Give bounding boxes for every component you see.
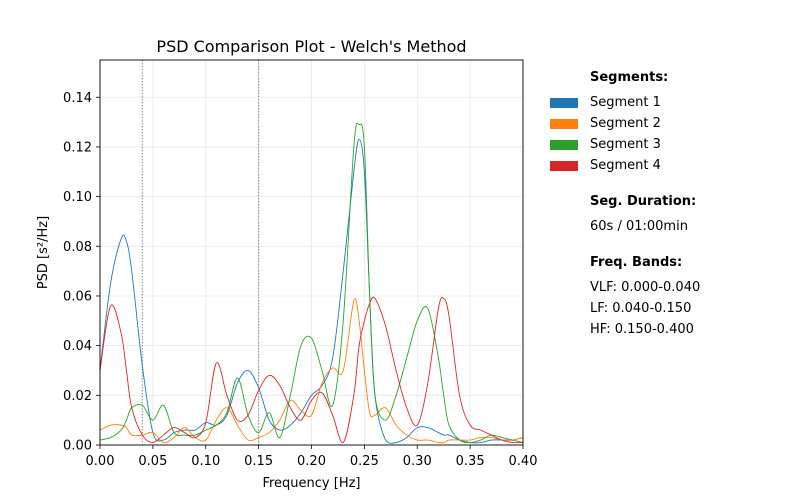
y-tick-label-4: 0.08 [63,240,92,255]
x-tick-label-3: 0.15 [244,454,273,469]
legend-label-segment-4: Segment 4 [590,158,661,173]
x-tick-label-4: 0.20 [297,454,326,469]
x-tick-label-5: 0.25 [350,454,379,469]
series-line-segment-4 [100,296,523,444]
legend-segments-heading: Segments: [590,70,669,85]
y-tick-label-2: 0.04 [63,339,92,354]
legend-swatch-segment-2 [550,118,578,129]
y-tick-label-1: 0.02 [63,389,92,404]
x-tick-label-6: 0.30 [403,454,432,469]
legend-entry-segment-3: Segment 3 [550,134,790,155]
axes-frame [99,59,524,446]
y-tick-label-5: 0.10 [63,190,92,205]
legend-entry-segment-4: Segment 4 [550,155,790,176]
series-line-segment-1 [100,139,523,444]
series-line-segment-3 [100,122,523,443]
legend-band-lf: LF: 0.040-0.150 [590,301,692,316]
x-tick-label-8: 0.40 [509,454,538,469]
x-tick-label-2: 0.10 [191,454,220,469]
series-line-segment-2 [100,298,523,444]
y-tick-label-0: 0.00 [63,439,92,454]
legend-duration-value: 60s / 01:00min [590,219,688,234]
legend-bands-heading: Freq. Bands: [590,255,683,270]
legend-entry-segment-2: Segment 2 [550,113,790,134]
legend-band-hf: HF: 0.150-0.400 [590,322,694,337]
legend-band-vlf: VLF: 0.000-0.040 [590,280,701,295]
chart-title: PSD Comparison Plot - Welch's Method [156,37,466,56]
legend-entry-segment-1: Segment 1 [550,92,790,113]
x-tick-label-1: 0.05 [138,454,167,469]
y-axis-label: PSD [s²/Hz] [36,216,51,289]
x-tick-label-0: 0.00 [86,454,115,469]
legend-duration-heading: Seg. Duration: [590,194,697,209]
legend-label-segment-1: Segment 1 [590,95,661,110]
x-tick-label-7: 0.35 [456,454,485,469]
legend-label-segment-3: Segment 3 [590,137,661,152]
legend-swatch-segment-3 [550,139,578,150]
legend-swatch-segment-4 [550,160,578,171]
legend-label-segment-2: Segment 2 [590,116,661,131]
y-tick-label-7: 0.14 [63,91,92,106]
y-tick-label-3: 0.06 [63,289,92,304]
legend-swatch-segment-1 [550,97,578,108]
y-tick-label-6: 0.12 [63,140,92,155]
legend: Segments: Segment 1 Segment 2 Segment 3 … [550,70,790,340]
x-axis-label: Frequency [Hz] [262,476,360,491]
